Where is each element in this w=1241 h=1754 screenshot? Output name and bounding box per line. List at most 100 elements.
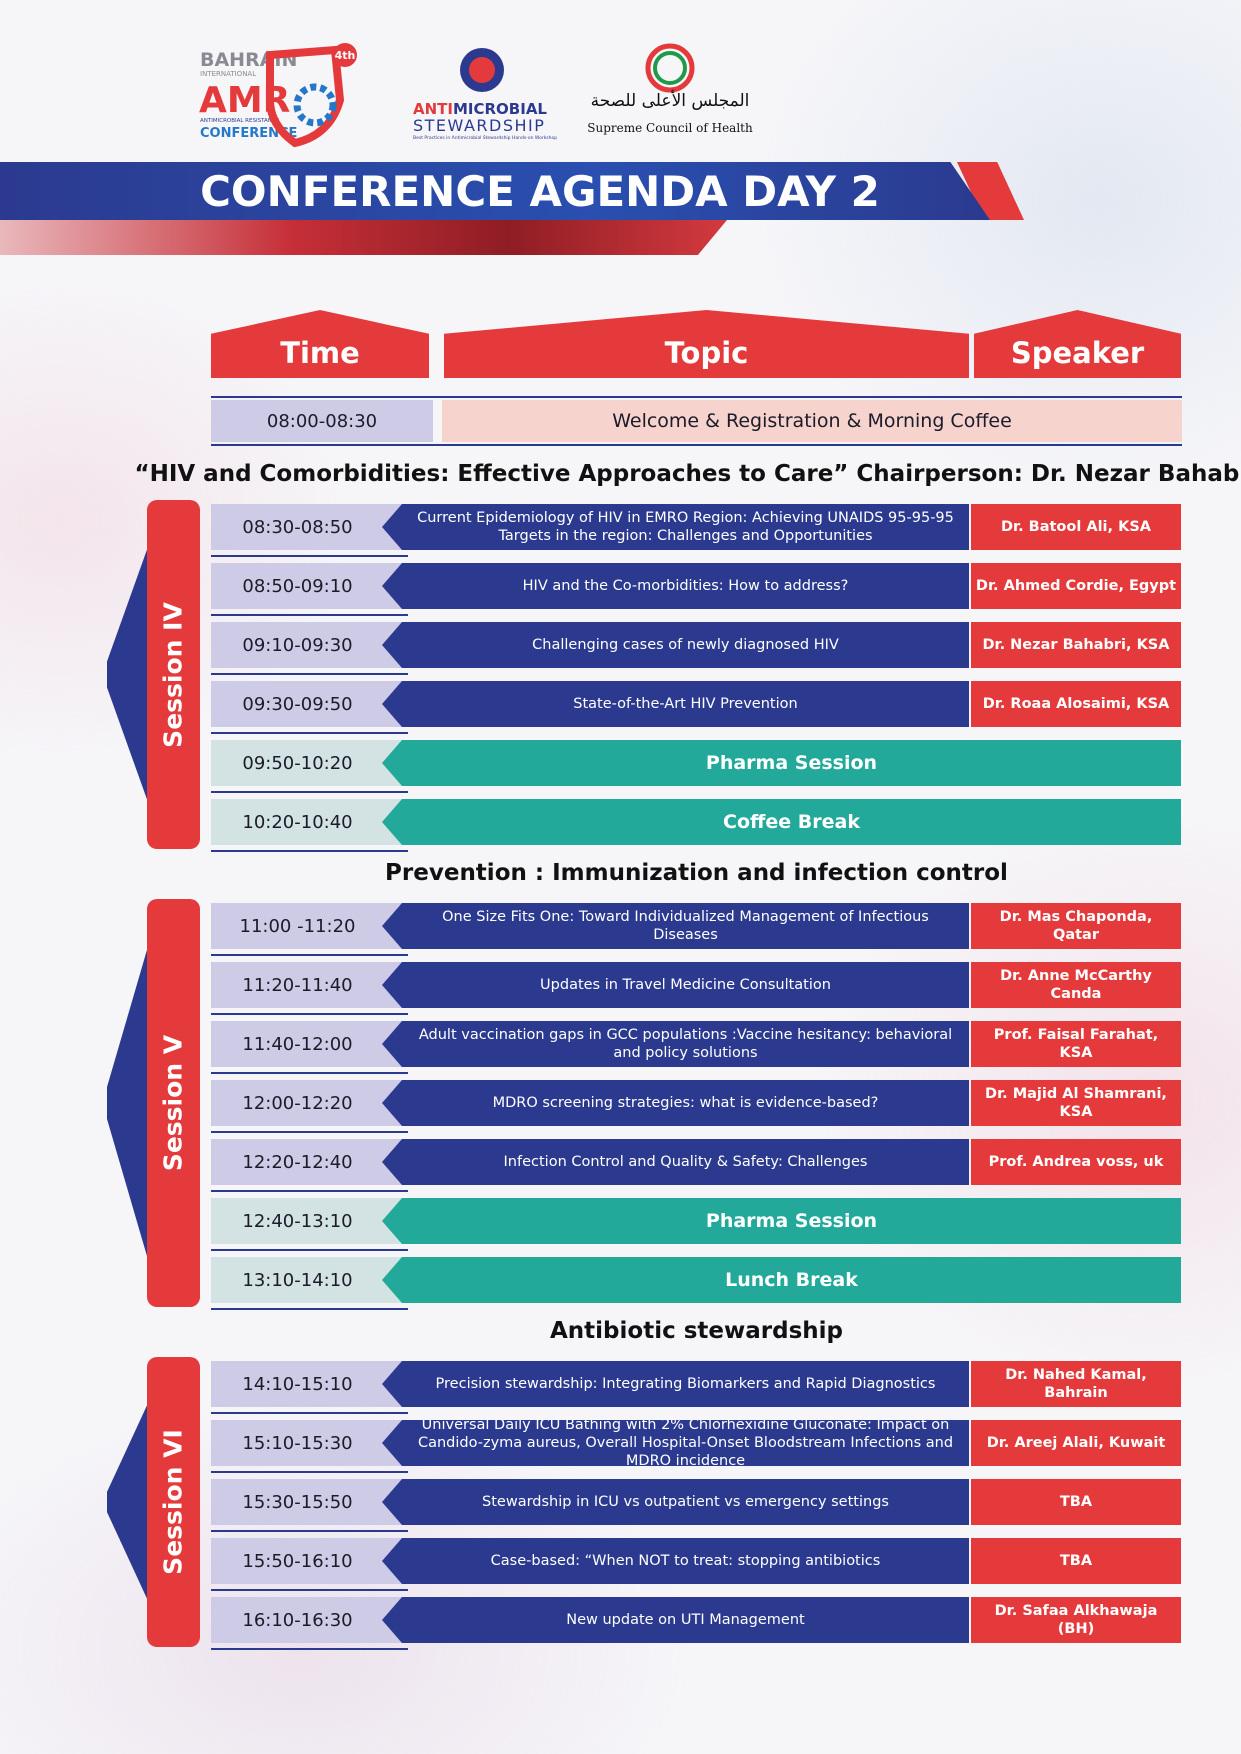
session-arrow [107, 1401, 149, 1603]
row-time: 15:30-15:50 [211, 1479, 408, 1525]
logo-text: AMR [199, 80, 290, 121]
row-speaker: Dr. Nezar Bahabri, KSA [971, 622, 1181, 668]
row-divider [211, 1190, 408, 1192]
row-divider [211, 1131, 408, 1133]
row-topic: Universal Daily ICU Bathing with 2% Chlo… [382, 1420, 969, 1466]
row-divider [211, 791, 408, 793]
row-speaker: Dr. Nahed Kamal, Bahrain [971, 1361, 1181, 1407]
row-divider [211, 1530, 408, 1532]
divider [211, 444, 1182, 446]
session-name: Session VI [158, 1429, 188, 1575]
logo-icon [645, 43, 695, 93]
session-heading: Antibiotic stewardship [550, 1318, 843, 1344]
row-speaker: Dr. Majid Al Shamrani, KSA [971, 1080, 1181, 1126]
session-name: Session IV [158, 601, 188, 748]
row-topic: Coffee Break [382, 799, 1181, 845]
row-time: 09:10-09:30 [211, 622, 408, 668]
logo-text: 4th [335, 49, 356, 62]
row-divider [211, 1589, 408, 1591]
logo-text: CONFERENCE [200, 126, 297, 141]
session-arrow [107, 943, 149, 1263]
row-time: 12:00-12:20 [211, 1080, 408, 1126]
session-bar [147, 899, 200, 1307]
row-speaker: Dr. Ahmed Cordie, Egypt [971, 563, 1181, 609]
session-arrow [107, 544, 149, 805]
row-topic: Lunch Break [382, 1257, 1181, 1303]
logos: BAHRAIN INTERNATIONAL AMR ANTIMICROBIAL … [199, 43, 753, 148]
welcome-time: 08:00-08:30 [211, 400, 433, 442]
row-divider [211, 555, 408, 557]
logo-badge [333, 43, 357, 67]
row-divider [211, 1072, 408, 1074]
session-name: Session V [158, 1034, 188, 1172]
row-time: 08:30-08:50 [211, 504, 408, 550]
column-header: Topic [444, 310, 969, 378]
banner-strip [0, 220, 727, 255]
row-topic: Challenging cases of newly diagnosed HIV [382, 622, 969, 668]
column-header: Speaker [974, 310, 1181, 378]
row-speaker: Prof. Faisal Farahat, KSA [971, 1021, 1181, 1067]
logo-text: Supreme Council of Health [587, 121, 753, 135]
row-time: 15:10-15:30 [211, 1420, 408, 1466]
row-topic: HIV and the Co-morbidities: How to addre… [382, 563, 969, 609]
logo-shield [266, 45, 345, 148]
row-time: 15:50-16:10 [211, 1538, 408, 1584]
row-topic: Precision stewardship: Integrating Bioma… [382, 1361, 969, 1407]
row-time: 11:00 -11:20 [211, 903, 408, 949]
divider [211, 396, 1182, 398]
logo-icon [469, 57, 495, 83]
welcome-topic: Welcome & Registration & Morning Coffee [442, 400, 1182, 442]
session-bar [147, 500, 200, 849]
row-speaker: Dr. Batool Ali, KSA [971, 504, 1181, 550]
row-time: 11:40-12:00 [211, 1021, 408, 1067]
row-topic: New update on UTI Management [382, 1597, 969, 1643]
row-divider [211, 732, 408, 734]
row-divider [211, 1249, 408, 1251]
row-speaker: Dr. Anne McCarthy Canda [971, 962, 1181, 1008]
row-time: 11:20-11:40 [211, 962, 408, 1008]
row-speaker: Prof. Andrea voss, uk [971, 1139, 1181, 1185]
logo-text: MICROBIAL [453, 100, 547, 118]
row-time: 12:40-13:10 [211, 1198, 408, 1244]
row-topic: MDRO screening strategies: what is evide… [382, 1080, 969, 1126]
row-time: 08:50-09:10 [211, 563, 408, 609]
row-divider [211, 1412, 408, 1414]
row-speaker: Dr. Safaa Alkhawaja (BH) [971, 1597, 1181, 1643]
row-speaker: Dr. Roaa Alosaimi, KSA [971, 681, 1181, 727]
logo-text: ANTIMICROBIAL [413, 100, 547, 118]
row-time: 12:20-12:40 [211, 1139, 408, 1185]
row-divider [211, 1471, 408, 1473]
row-divider [211, 614, 408, 616]
row-topic: State-of-the-Art HIV Prevention [382, 681, 969, 727]
row-divider [211, 1648, 408, 1650]
row-topic: Infection Control and Quality & Safety: … [382, 1139, 969, 1185]
row-speaker: Dr. Mas Chaponda, Qatar [971, 903, 1181, 949]
logo-icon [653, 51, 687, 85]
session-heading: Prevention : Immunization and infection … [385, 860, 1008, 886]
logo-text: INTERNATIONAL [200, 70, 256, 78]
row-topic: One Size Fits One: Toward Individualized… [382, 903, 969, 949]
row-topic: Pharma Session [382, 1198, 1181, 1244]
row-time: 16:10-16:30 [211, 1597, 408, 1643]
row-divider [211, 673, 408, 675]
logo-gear [293, 83, 337, 127]
row-speaker: TBA [971, 1538, 1181, 1584]
row-speaker: Dr. Areej Alali, Kuwait [971, 1420, 1181, 1466]
row-divider [211, 1013, 408, 1015]
page-title: CONFERENCE AGENDA DAY 2 [0, 162, 990, 220]
logo-text: ANTI [413, 100, 453, 118]
row-speaker: TBA [971, 1479, 1181, 1525]
row-divider [211, 850, 408, 852]
row-time: 13:10-14:10 [211, 1257, 408, 1303]
session-bar [147, 1357, 200, 1647]
row-divider [211, 1308, 408, 1310]
logo-text: المجلس الأعلى للصحة [591, 90, 750, 111]
row-time: 09:30-09:50 [211, 681, 408, 727]
row-divider [211, 954, 408, 956]
row-time: 09:50-10:20 [211, 740, 408, 786]
logo-text: Best Practices in Antimicrobial Stewards… [413, 135, 557, 141]
column-header: Time [211, 310, 429, 378]
row-time: 14:10-15:10 [211, 1361, 408, 1407]
row-topic: Case-based: “When NOT to treat: stopping… [382, 1538, 969, 1584]
